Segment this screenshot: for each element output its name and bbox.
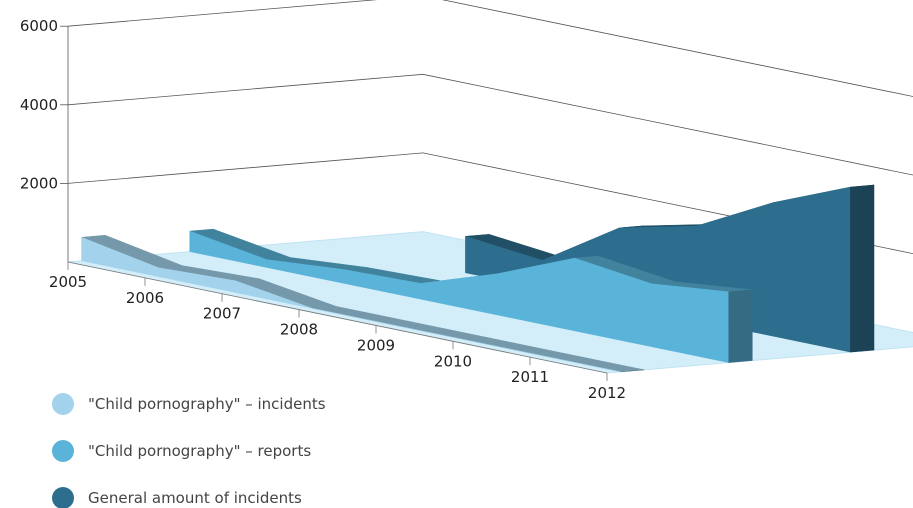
y-tick-label-6000: 6000 <box>20 17 58 35</box>
legend-swatch-reports <box>52 440 74 462</box>
x-tick-label-2012: 2012 <box>588 384 626 402</box>
chart-ribbons <box>81 184 875 373</box>
x-tick-label-2006: 2006 <box>126 289 164 307</box>
x-tick-label-2008: 2008 <box>280 321 318 339</box>
legend-label-general: General amount of incidents <box>88 489 302 507</box>
ribbon-endcap-series-1 <box>728 289 753 363</box>
legend-label-incidents: "Child pornography" – incidents <box>88 395 326 413</box>
ribbon-endcap-series-0 <box>620 369 645 373</box>
legend-item-incidents: "Child pornography" – incidents <box>52 392 326 416</box>
legend-item-general: General amount of incidents <box>52 486 326 508</box>
x-tick-label-2009: 2009 <box>357 336 395 354</box>
y-tick-label-2000: 2000 <box>20 174 58 192</box>
legend-swatch-incidents <box>52 393 74 415</box>
x-tick-label-2011: 2011 <box>511 368 549 386</box>
y-tick-label-4000: 4000 <box>20 96 58 114</box>
x-axis-line <box>67 261 608 374</box>
x-tick-label-2007: 2007 <box>203 305 241 323</box>
x-tick-label-2005: 2005 <box>49 273 87 291</box>
legend-item-reports: "Child pornography" – reports <box>52 439 326 463</box>
gridline-4000 <box>67 73 913 176</box>
ribbon-front-series-0 <box>81 236 621 373</box>
gridline-6000 <box>67 0 913 97</box>
legend: "Child pornography" – incidents "Child p… <box>52 392 326 508</box>
chart-ticks: 6000 4000 2000 2005 2006 2007 2008 2009 2010 2011… <box>20 17 626 402</box>
legend-swatch-general <box>52 487 74 508</box>
x-tick-label-2010: 2010 <box>434 352 472 370</box>
legend-label-reports: "Child pornography" – reports <box>88 442 312 460</box>
ribbon-endcap-series-2 <box>850 184 875 353</box>
